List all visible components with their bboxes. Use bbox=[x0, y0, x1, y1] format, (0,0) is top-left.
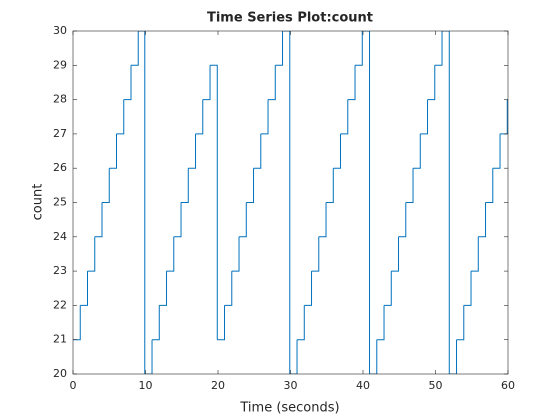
step bbox=[398, 202, 407, 238]
step bbox=[138, 31, 146, 374]
x-tick-label: 50 bbox=[429, 379, 443, 392]
y-tick-label: 27 bbox=[53, 127, 67, 140]
step bbox=[217, 305, 226, 341]
plot-area bbox=[73, 31, 508, 374]
step bbox=[224, 271, 233, 306]
step bbox=[340, 99, 349, 135]
step bbox=[376, 305, 385, 341]
step bbox=[166, 236, 175, 272]
step bbox=[449, 339, 458, 374]
x-axis-label: Time (seconds) bbox=[239, 401, 339, 416]
step bbox=[492, 133, 501, 169]
y-tick-label: 25 bbox=[53, 196, 67, 209]
step bbox=[384, 271, 392, 306]
y-tick-label: 21 bbox=[53, 333, 67, 346]
step bbox=[289, 339, 298, 374]
step bbox=[159, 271, 168, 306]
step bbox=[333, 133, 342, 169]
step bbox=[116, 99, 125, 135]
step bbox=[369, 339, 378, 374]
step bbox=[355, 31, 363, 66]
step bbox=[471, 236, 479, 272]
y-tick-label: 30 bbox=[53, 24, 67, 37]
step bbox=[405, 168, 414, 203]
step bbox=[485, 168, 494, 203]
y-tick-label: 26 bbox=[53, 161, 67, 174]
x-tick-label: 60 bbox=[501, 379, 515, 392]
step bbox=[246, 168, 255, 203]
step bbox=[347, 65, 356, 101]
step bbox=[253, 133, 262, 169]
step bbox=[420, 99, 429, 135]
x-tick-label: 40 bbox=[356, 379, 370, 392]
step bbox=[94, 202, 103, 238]
step bbox=[275, 31, 284, 66]
step bbox=[434, 31, 443, 66]
step bbox=[427, 65, 436, 101]
step bbox=[87, 236, 96, 272]
step bbox=[268, 65, 276, 101]
step bbox=[260, 99, 269, 135]
y-tick-label: 20 bbox=[53, 367, 67, 380]
y-axis-label: count bbox=[31, 184, 46, 221]
step bbox=[304, 271, 313, 306]
step bbox=[131, 31, 139, 66]
step bbox=[311, 236, 320, 272]
step bbox=[318, 202, 327, 238]
step bbox=[231, 236, 240, 272]
x-tick-label: 0 bbox=[70, 379, 77, 392]
y-tick-label: 29 bbox=[53, 58, 67, 71]
step bbox=[442, 31, 450, 374]
step bbox=[102, 168, 110, 203]
step bbox=[202, 65, 211, 101]
step bbox=[282, 31, 291, 374]
step bbox=[109, 133, 117, 169]
x-tick-label: 30 bbox=[284, 379, 298, 392]
step bbox=[463, 271, 472, 306]
step bbox=[144, 339, 153, 374]
step bbox=[413, 133, 421, 169]
step bbox=[181, 168, 189, 203]
step bbox=[80, 271, 88, 306]
step bbox=[152, 305, 160, 341]
step bbox=[173, 202, 182, 238]
step bbox=[326, 168, 334, 203]
step bbox=[210, 64, 218, 340]
step bbox=[362, 31, 371, 374]
x-tick-label: 20 bbox=[211, 379, 225, 392]
chart-title: Time Series Plot:count bbox=[207, 11, 373, 26]
y-tick-label: 22 bbox=[53, 298, 67, 311]
y-tick-label: 24 bbox=[53, 230, 67, 243]
step bbox=[391, 236, 400, 272]
step bbox=[195, 99, 204, 135]
y-tick-label: 28 bbox=[53, 93, 67, 106]
step bbox=[188, 133, 197, 169]
x-tick-label: 10 bbox=[139, 379, 153, 392]
step bbox=[456, 305, 465, 341]
step bbox=[123, 65, 132, 101]
y-tick-label: 23 bbox=[53, 264, 67, 277]
step bbox=[297, 305, 305, 341]
step bbox=[478, 202, 487, 238]
step bbox=[239, 202, 247, 238]
